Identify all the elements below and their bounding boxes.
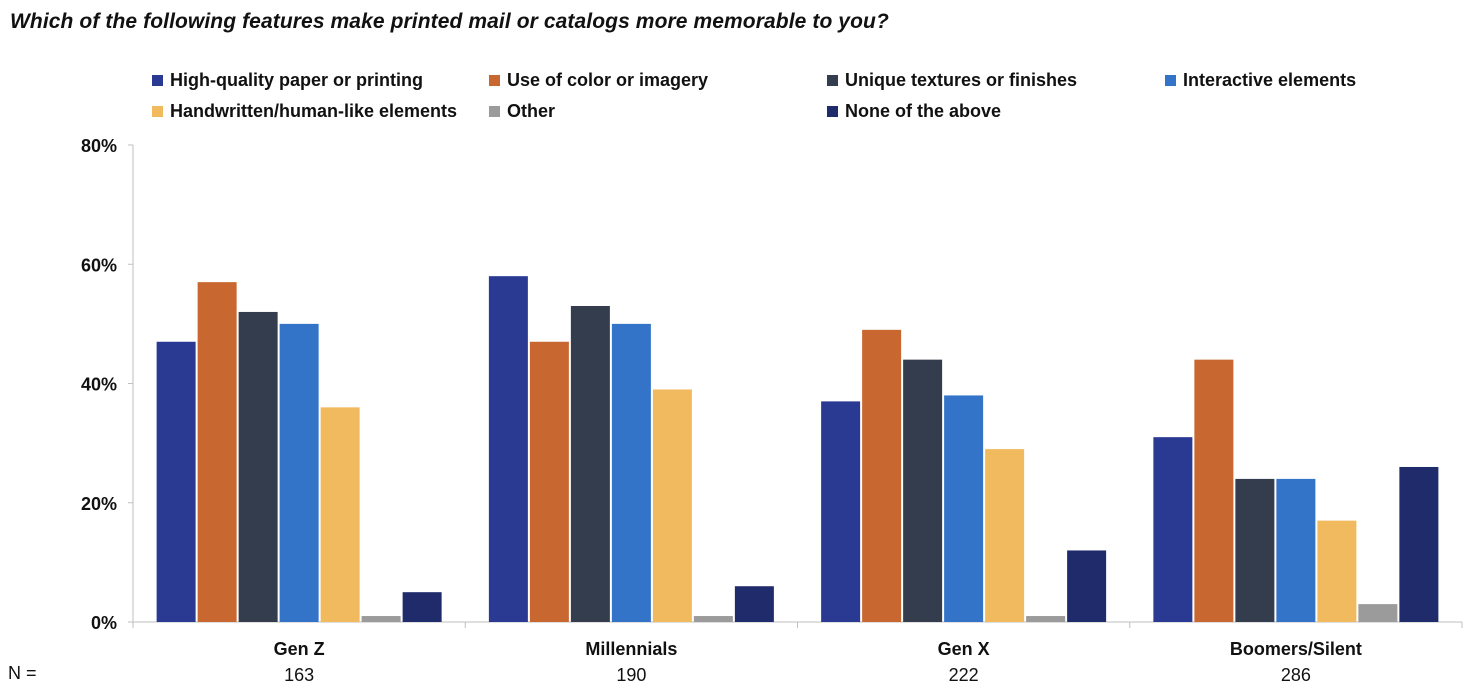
- sample-size-value: 222: [949, 665, 979, 685]
- x-category-label: Gen X: [938, 639, 990, 659]
- legend-swatch: [1165, 75, 1176, 86]
- bar: [238, 311, 278, 622]
- bar: [693, 616, 733, 622]
- bar: [402, 592, 442, 622]
- legend-item: Use of color or imagery: [489, 70, 708, 91]
- sample-size-value: 286: [1281, 665, 1311, 685]
- bar: [156, 341, 196, 622]
- bar: [1358, 604, 1398, 622]
- y-tick-label: 80%: [81, 136, 117, 156]
- bar: [1235, 478, 1275, 622]
- sample-size-label: N =: [8, 663, 37, 683]
- bar: [1067, 550, 1107, 622]
- legend-swatch: [152, 75, 163, 86]
- legend-item: None of the above: [827, 101, 1001, 122]
- bar: [529, 341, 569, 622]
- bar: [611, 323, 651, 622]
- bar: [821, 401, 861, 622]
- y-tick-label: 20%: [81, 494, 117, 514]
- legend-swatch: [827, 75, 838, 86]
- x-category-label: Boomers/Silent: [1230, 639, 1362, 659]
- x-category-label: Millennials: [585, 639, 677, 659]
- bar: [903, 359, 943, 622]
- legend-swatch: [152, 106, 163, 117]
- y-tick-label: 0%: [91, 613, 117, 633]
- legend: High-quality paper or printing Use of col…: [0, 0, 1480, 140]
- x-category-label: Gen Z: [274, 639, 325, 659]
- bar: [652, 389, 692, 622]
- legend-label: High-quality paper or printing: [170, 70, 423, 90]
- bar: [1026, 616, 1066, 622]
- legend-label: Handwritten/human-like elements: [170, 101, 458, 121]
- legend-swatch: [489, 75, 500, 86]
- legend-label: Interactive elements: [1183, 70, 1357, 90]
- bar: [1317, 520, 1357, 622]
- legend-swatch: [827, 106, 838, 117]
- bar: [488, 276, 528, 622]
- legend-item: Other: [489, 101, 555, 122]
- bar: [570, 305, 610, 622]
- bar: [1399, 466, 1439, 622]
- bar: [279, 323, 319, 622]
- sample-size-value: 190: [616, 665, 646, 685]
- bar: [944, 395, 984, 622]
- bar: [1194, 359, 1234, 622]
- y-tick-label: 40%: [81, 375, 117, 395]
- bar: [985, 449, 1025, 622]
- legend-label: Use of color or imagery: [507, 70, 709, 90]
- page-title: Which of the following features make pri…: [10, 10, 889, 33]
- bar: [1153, 437, 1193, 622]
- bar: [1276, 478, 1316, 622]
- legend-label: Unique textures or finishes: [845, 70, 1078, 90]
- y-tick-label: 60%: [81, 255, 117, 275]
- legend-swatch: [489, 106, 500, 117]
- legend-label: Other: [507, 101, 556, 121]
- bar: [734, 586, 774, 622]
- bar: [361, 616, 401, 622]
- bar: [320, 407, 360, 622]
- legend-label: None of the above: [845, 101, 1002, 121]
- sample-size-value: 163: [284, 665, 314, 685]
- bar: [197, 282, 237, 622]
- legend-item: High-quality paper or printing: [152, 70, 423, 91]
- legend-item: Handwritten/human-like elements: [152, 101, 457, 122]
- legend-item: Unique textures or finishes: [827, 70, 1077, 91]
- bar: [862, 329, 902, 622]
- legend-item: Interactive elements: [1165, 70, 1356, 91]
